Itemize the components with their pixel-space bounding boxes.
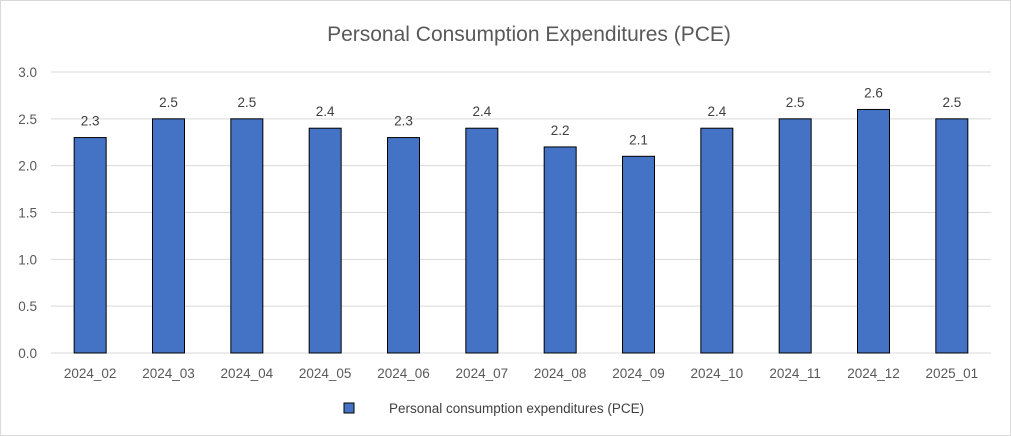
x-tick-label: 2024_02 (64, 366, 117, 381)
data-label: 2.3 (394, 114, 413, 129)
data-label: 2.2 (551, 123, 570, 138)
x-axis-ticks: 2024_02 2024_03 2024_04 2024_05 2024_06 2024_… (64, 366, 978, 381)
y-tick-label: 1.5 (18, 206, 37, 221)
chart-title: Personal Consumption Expenditures (PCE) (327, 23, 731, 46)
x-tick-label: 2024_05 (299, 366, 352, 381)
bar (778, 118, 812, 354)
x-tick-label: 2025_01 (926, 366, 979, 381)
data-label: 2.5 (942, 95, 961, 110)
y-tick-label: 1.0 (18, 252, 37, 267)
bar (308, 127, 342, 354)
data-label: 2.4 (316, 104, 335, 119)
data-label: 2.5 (159, 95, 178, 110)
x-tick-label: 2024_06 (377, 366, 430, 381)
data-label: 2.6 (864, 85, 883, 100)
y-tick-label: 3.0 (18, 65, 37, 80)
gridlines (51, 71, 991, 354)
x-tick-label: 2024_09 (612, 366, 665, 381)
x-tick-label: 2024_08 (534, 366, 587, 381)
bar (387, 137, 420, 354)
x-tick-label: 2024_11 (769, 366, 821, 381)
y-axis-ticks: 0.0 0.5 1.0 1.5 2.0 2.5 3.0 (18, 65, 37, 361)
bar (700, 127, 734, 354)
data-label: 2.3 (81, 114, 100, 129)
x-tick-label: 2024_03 (142, 366, 195, 381)
data-label: 2.4 (707, 104, 726, 119)
bar (465, 127, 499, 354)
bars (73, 108, 969, 354)
legend: Personal consumption expenditures (PCE) (343, 401, 644, 416)
data-label: 2.5 (786, 95, 805, 110)
x-tick-label: 2024_07 (456, 366, 509, 381)
x-tick-label: 2024_10 (691, 366, 744, 381)
y-tick-label: 0.0 (18, 346, 37, 361)
bar (543, 146, 577, 354)
data-labels: 2.3 2.5 2.5 2.4 2.3 2.4 2.2 2.1 2.4 2.5 2.6 2.5 (81, 85, 961, 147)
legend-swatch (343, 402, 355, 414)
y-tick-label: 2.0 (18, 159, 37, 174)
bar (622, 155, 655, 354)
data-label: 2.5 (237, 95, 256, 110)
bar (73, 137, 107, 354)
y-tick-label: 0.5 (18, 299, 37, 314)
bar (152, 118, 185, 354)
y-tick-label: 2.5 (18, 112, 37, 127)
bar (935, 118, 969, 354)
data-label: 2.1 (629, 132, 648, 147)
x-tick-label: 2024_12 (847, 366, 900, 381)
legend-label: Personal consumption expenditures (PCE) (389, 401, 644, 416)
x-tick-label: 2024_04 (221, 366, 274, 381)
bar (857, 108, 890, 354)
data-label: 2.4 (472, 104, 491, 119)
bar (230, 118, 264, 354)
